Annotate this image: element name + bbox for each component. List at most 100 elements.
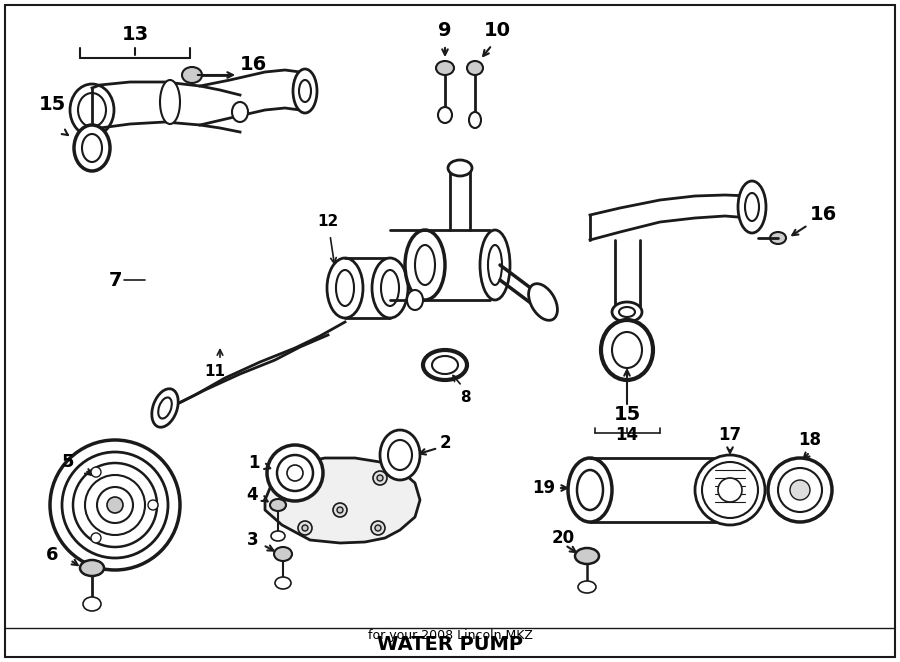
- Circle shape: [287, 465, 303, 481]
- Ellipse shape: [528, 284, 557, 320]
- Bar: [145, 155, 570, 420]
- Ellipse shape: [438, 107, 452, 123]
- Ellipse shape: [601, 320, 653, 380]
- Ellipse shape: [575, 548, 599, 564]
- Circle shape: [373, 471, 387, 485]
- Circle shape: [790, 480, 810, 500]
- Text: 4: 4: [247, 486, 258, 504]
- Ellipse shape: [432, 356, 458, 374]
- Ellipse shape: [577, 470, 603, 510]
- Circle shape: [307, 475, 313, 481]
- Circle shape: [302, 525, 308, 531]
- Ellipse shape: [86, 128, 98, 136]
- Circle shape: [333, 503, 347, 517]
- Text: for your 2008 Lincoln MKZ: for your 2008 Lincoln MKZ: [367, 630, 533, 643]
- Ellipse shape: [78, 93, 106, 127]
- Ellipse shape: [381, 270, 399, 306]
- Ellipse shape: [770, 232, 786, 244]
- Text: 9: 9: [438, 21, 452, 40]
- Ellipse shape: [336, 270, 354, 306]
- Text: 13: 13: [122, 26, 148, 44]
- Ellipse shape: [70, 84, 114, 136]
- Ellipse shape: [160, 80, 180, 124]
- Ellipse shape: [372, 258, 408, 318]
- Ellipse shape: [405, 230, 445, 300]
- Text: 16: 16: [810, 205, 837, 224]
- Circle shape: [695, 455, 765, 525]
- Text: 11: 11: [204, 365, 226, 379]
- Ellipse shape: [80, 560, 104, 576]
- Ellipse shape: [232, 102, 248, 122]
- Polygon shape: [265, 458, 420, 543]
- Ellipse shape: [388, 440, 412, 470]
- Circle shape: [371, 521, 385, 535]
- Circle shape: [50, 440, 180, 570]
- Text: 1: 1: [248, 454, 260, 472]
- Ellipse shape: [612, 332, 642, 368]
- Ellipse shape: [738, 181, 766, 233]
- Circle shape: [768, 458, 832, 522]
- Circle shape: [148, 500, 158, 510]
- Text: 14: 14: [616, 426, 639, 444]
- Text: 8: 8: [460, 391, 471, 406]
- Circle shape: [277, 455, 313, 491]
- Circle shape: [107, 497, 123, 513]
- Text: 12: 12: [318, 214, 338, 230]
- Circle shape: [97, 487, 133, 523]
- Text: WATER PUMP: WATER PUMP: [377, 636, 523, 655]
- Circle shape: [778, 468, 822, 512]
- Circle shape: [267, 445, 323, 501]
- Text: 16: 16: [240, 56, 267, 75]
- Circle shape: [337, 507, 343, 513]
- Circle shape: [62, 452, 168, 558]
- Ellipse shape: [488, 245, 502, 285]
- Circle shape: [702, 462, 758, 518]
- Ellipse shape: [578, 581, 596, 593]
- Text: 7: 7: [109, 271, 122, 289]
- Ellipse shape: [423, 350, 467, 380]
- Circle shape: [73, 463, 157, 547]
- Text: 20: 20: [552, 529, 575, 547]
- Circle shape: [91, 467, 101, 477]
- Ellipse shape: [407, 290, 423, 310]
- Text: 17: 17: [718, 426, 742, 444]
- Ellipse shape: [299, 80, 311, 102]
- Ellipse shape: [380, 430, 420, 480]
- Ellipse shape: [275, 577, 291, 589]
- Ellipse shape: [568, 458, 612, 522]
- Ellipse shape: [436, 61, 454, 75]
- Text: 10: 10: [483, 21, 510, 40]
- Text: 2: 2: [440, 434, 452, 452]
- Circle shape: [303, 471, 317, 485]
- Ellipse shape: [152, 389, 178, 427]
- Circle shape: [377, 475, 383, 481]
- Ellipse shape: [182, 67, 202, 83]
- Text: 15: 15: [39, 95, 66, 115]
- Circle shape: [91, 533, 101, 543]
- Ellipse shape: [274, 547, 292, 561]
- Circle shape: [375, 525, 381, 531]
- Ellipse shape: [612, 302, 642, 322]
- Ellipse shape: [327, 258, 363, 318]
- Ellipse shape: [82, 134, 102, 162]
- Ellipse shape: [745, 193, 759, 221]
- Text: 18: 18: [798, 431, 822, 449]
- Text: 3: 3: [247, 531, 258, 549]
- Ellipse shape: [158, 397, 172, 418]
- Ellipse shape: [271, 531, 285, 541]
- Ellipse shape: [619, 307, 635, 317]
- Ellipse shape: [480, 230, 510, 300]
- Ellipse shape: [469, 112, 481, 128]
- Ellipse shape: [74, 125, 110, 171]
- Ellipse shape: [415, 245, 435, 285]
- Text: 6: 6: [46, 546, 58, 564]
- Circle shape: [298, 521, 312, 535]
- Ellipse shape: [712, 458, 748, 522]
- Circle shape: [85, 475, 145, 535]
- Ellipse shape: [270, 499, 286, 511]
- Text: 15: 15: [614, 406, 641, 424]
- Circle shape: [718, 478, 742, 502]
- Text: 5: 5: [62, 453, 74, 471]
- Ellipse shape: [83, 597, 101, 611]
- Ellipse shape: [467, 61, 483, 75]
